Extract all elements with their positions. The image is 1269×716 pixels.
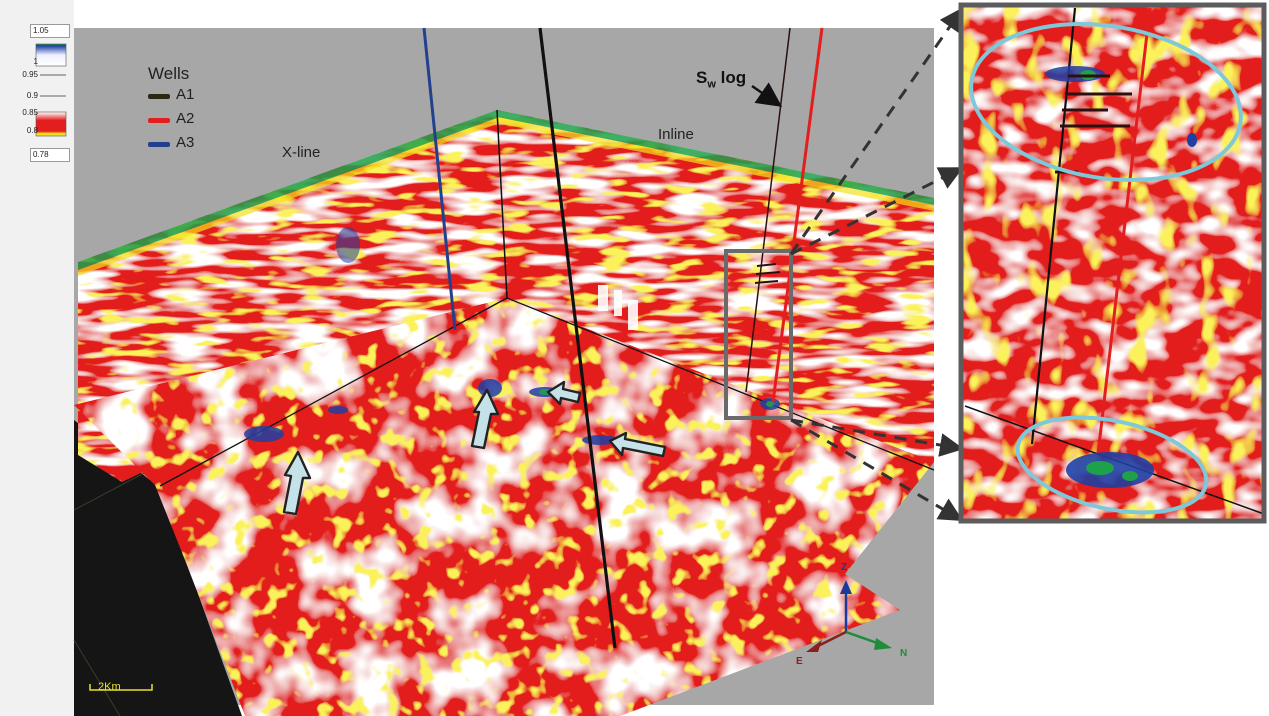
inline-section — [497, 110, 934, 462]
section-corner-edge — [496, 109, 508, 299]
inline-label: Inline — [658, 126, 694, 143]
inset-anomaly-core — [1086, 461, 1114, 475]
time-slice — [74, 298, 934, 716]
color-bar-tick: 0.95 — [22, 70, 38, 79]
x-line-label: X-line — [282, 144, 321, 161]
anomaly-highlights — [539, 389, 774, 407]
legend-swatch-a2 — [148, 118, 170, 123]
legend-swatch-a1 — [148, 94, 170, 99]
scale-bar-label: 2Km — [98, 681, 121, 693]
inset-log-spikes — [1055, 74, 1132, 174]
legend-label-a3: A3 — [176, 134, 195, 151]
inset-anomaly — [1187, 133, 1197, 147]
sw-log-label-sub: w — [707, 78, 716, 91]
well-a3 — [422, 27, 457, 331]
x-line-top-strip — [78, 110, 497, 270]
sw-log-label-s: S — [696, 68, 708, 87]
lower-highlight-ellipse — [1015, 415, 1209, 515]
n-axis-head — [874, 638, 892, 650]
sw-log-track — [745, 27, 791, 393]
zoom-selection-box — [724, 249, 793, 420]
sw-log-pointer — [751, 82, 783, 107]
zoom-inset — [958, 2, 1267, 524]
wells-legend-title: Wells — [148, 64, 190, 83]
anomaly-arrows — [282, 380, 667, 516]
upper-highlight-ellipse — [969, 21, 1243, 183]
inline-top-strip — [497, 110, 934, 205]
inset-anomaly-core — [1122, 471, 1138, 481]
legend-label-a2: A2 — [176, 110, 195, 127]
inline-gap — [614, 290, 622, 316]
sw-log-label: Sw log — [696, 68, 746, 90]
color-bar-min-value[interactable]: 0.78 — [30, 148, 70, 162]
inset-anomaly — [1045, 66, 1105, 82]
axis-triad — [806, 580, 892, 652]
anomaly-arrow — [608, 431, 667, 458]
color-bar-tick: 1 — [33, 57, 38, 66]
color-bar-tick: 0.8 — [26, 126, 38, 135]
zoom-connectors — [789, 7, 964, 522]
anomaly-arrow — [470, 388, 500, 450]
north-axis-label: N — [900, 648, 908, 659]
x-line-top-strip-yellow — [78, 118, 497, 276]
color-bar-blue — [35, 43, 67, 67]
grid-line — [73, 469, 151, 511]
well-a2 — [771, 27, 824, 403]
z-axis-head — [840, 580, 852, 594]
e-axis-head — [806, 640, 822, 652]
anomaly-arrow — [282, 450, 312, 516]
inline-top-strip-yellow — [497, 117, 934, 211]
n-axis — [845, 630, 881, 646]
e-axis — [817, 630, 847, 648]
inset-well-a2 — [1096, 7, 1152, 455]
slice-edge — [159, 297, 508, 487]
x-line-anomaly — [336, 227, 360, 263]
legend-label-a1: A1 — [176, 86, 195, 103]
sw-log-label-rest: log — [715, 68, 747, 87]
color-bar-max-value[interactable]: 1.05 — [30, 24, 70, 38]
z-axis-label: Z — [841, 562, 848, 573]
well-a1 — [538, 27, 617, 649]
grid-line — [73, 639, 121, 716]
color-bar-tick: 0.9 — [26, 91, 38, 100]
slice-edge — [506, 297, 935, 471]
dark-corner — [74, 420, 242, 716]
inline-gap — [628, 300, 638, 330]
anomaly-arrow — [546, 380, 582, 406]
color-bar-red — [35, 111, 67, 137]
inline-gap — [598, 285, 608, 311]
legend-swatch-a3 — [148, 142, 170, 147]
color-bar-tick: 0.85 — [22, 108, 38, 117]
sw-log-spikes — [754, 263, 781, 284]
zoom-inset-frame — [958, 2, 1267, 524]
east-axis-label: E — [796, 656, 803, 667]
scale-bar — [89, 684, 153, 691]
